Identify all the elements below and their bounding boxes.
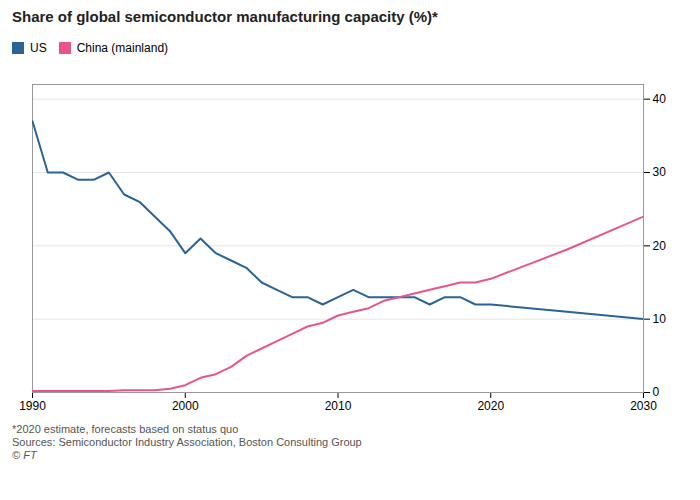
svg-text:2010: 2010 bbox=[325, 399, 352, 413]
svg-text:2000: 2000 bbox=[172, 399, 199, 413]
svg-text:40: 40 bbox=[653, 92, 667, 106]
svg-text:20: 20 bbox=[653, 239, 667, 253]
svg-text:10: 10 bbox=[653, 312, 667, 326]
svg-text:30: 30 bbox=[653, 165, 667, 179]
svg-text:1990: 1990 bbox=[19, 399, 46, 413]
html-text:*2020 estimate, forecasts base: *2020 estimate, forecasts based on statu… bbox=[12, 423, 239, 435]
html-text:US: US bbox=[30, 40, 47, 55]
svg-text:2030: 2030 bbox=[630, 399, 657, 413]
html-text:© FT: © FT bbox=[12, 449, 37, 461]
svg-text:0: 0 bbox=[653, 385, 660, 399]
html-text:Sources: Semiconductor Industr: Sources: Semiconductor Industry Associat… bbox=[12, 436, 362, 448]
html-text:China (mainland): China (mainland) bbox=[76, 40, 169, 55]
html-text:Share of global semiconductor: Share of global semiconductor manufactur… bbox=[12, 8, 438, 25]
svg-text:2020: 2020 bbox=[477, 399, 504, 413]
